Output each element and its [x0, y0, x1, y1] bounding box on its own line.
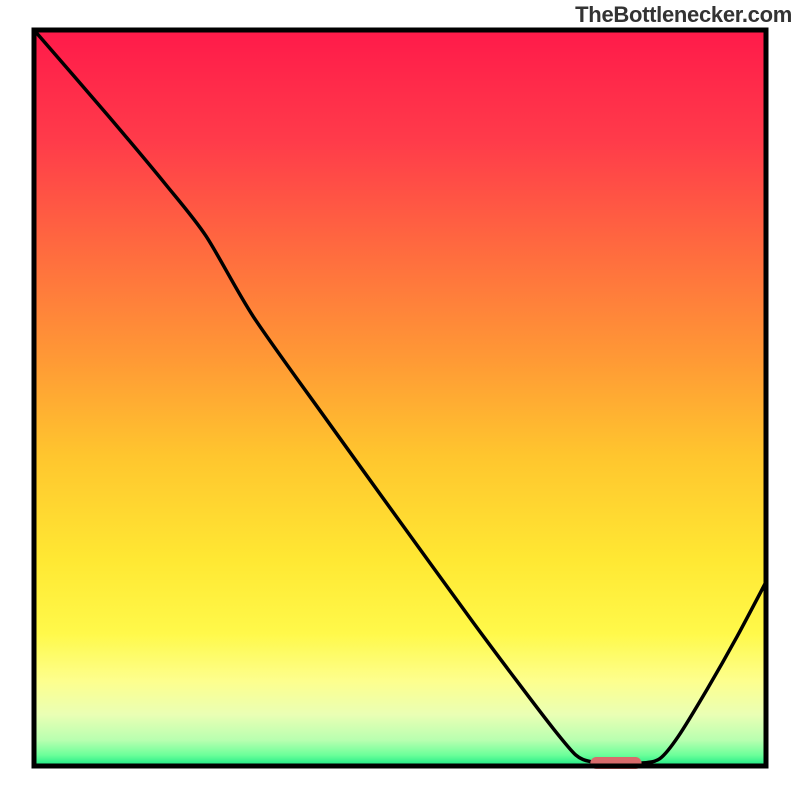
chart-container: { "watermark": { "text": "TheBottlenecke… [0, 0, 800, 800]
watermark-text: TheBottlenecker.com [575, 2, 792, 28]
bottleneck-curve-chart [0, 0, 800, 800]
plot-background [34, 30, 766, 766]
